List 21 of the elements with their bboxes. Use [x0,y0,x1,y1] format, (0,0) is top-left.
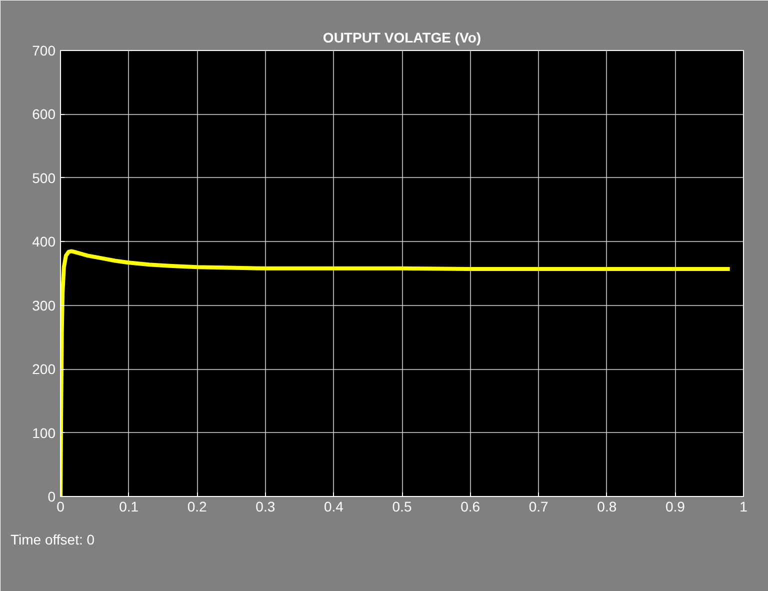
x-tick-label: 0.4 [324,498,344,514]
x-tick-label: 1 [740,498,748,514]
x-tick-label: 0.9 [665,498,686,514]
y-tick-label: 700 [32,42,56,58]
x-tick-label: 0.8 [597,498,617,514]
y-tick-label: 500 [32,170,56,186]
x-tick-label: 0.1 [119,498,139,514]
y-tick-label: 600 [32,106,56,122]
x-tick-label: 0.3 [256,498,276,514]
y-tick-label: 0 [48,488,56,504]
y-tick-label: 300 [32,297,56,314]
x-tick-label: 0.7 [528,498,549,514]
line-series [60,249,732,496]
chart-title: OUTPUT VOLATGE (Vo) [322,30,482,46]
y-tick-label: 400 [32,234,56,250]
x-tick-label: 0.2 [187,498,208,514]
x-tick-label: 0.6 [460,498,480,514]
x-tick-label: 0.5 [392,498,412,514]
y-tick-label: 100 [32,424,56,441]
y-tick-label: 200 [32,361,56,378]
text: Time offset: 0 [10,532,95,548]
